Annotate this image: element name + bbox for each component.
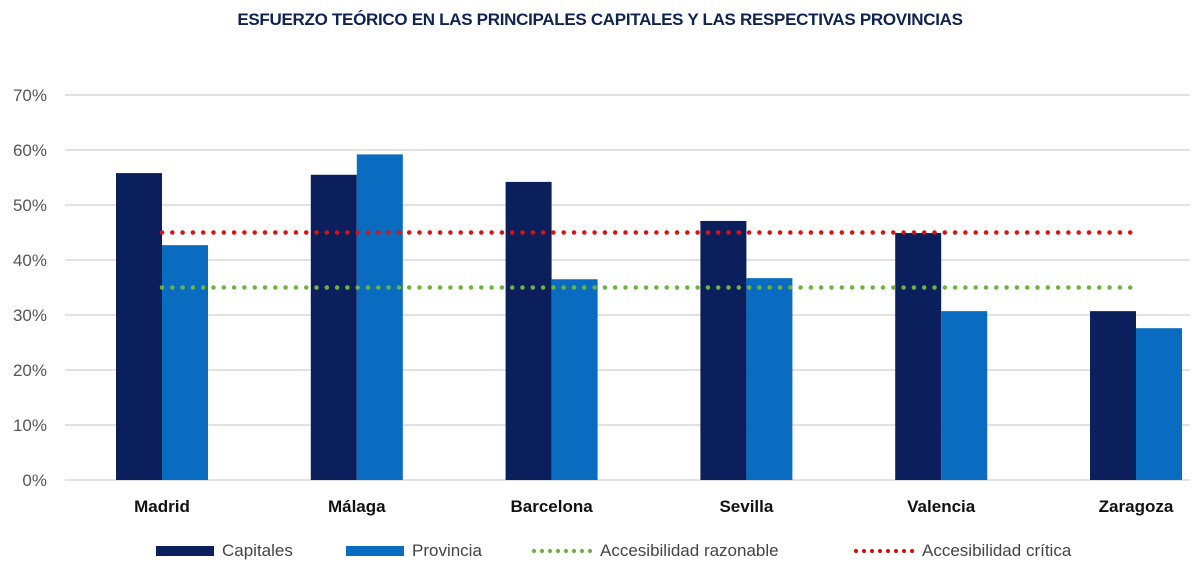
y-tick-label: 60% xyxy=(13,141,47,160)
bar-provincia xyxy=(551,279,598,480)
legend-label: Accesibilidad crítica xyxy=(922,541,1072,560)
chart-title: ESFUERZO TEÓRICO EN LAS PRINCIPALES CAPI… xyxy=(237,10,963,29)
bar-provincia xyxy=(356,154,403,480)
x-tick-label: Barcelona xyxy=(510,497,593,516)
legend-dots xyxy=(530,549,592,553)
legend-swatch xyxy=(346,546,404,556)
x-tick-label: Valencia xyxy=(907,497,976,516)
bar-provincia xyxy=(1136,328,1182,480)
bar-provincia xyxy=(746,278,793,480)
bar-capitales xyxy=(505,181,552,480)
x-tick-label: Málaga xyxy=(328,497,386,516)
legend-item-critica: Accesibilidad crítica xyxy=(852,541,1071,561)
legend-item-razonable: Accesibilidad razonable xyxy=(530,541,779,561)
legend-dots xyxy=(852,549,914,553)
x-tick-label: Zaragoza xyxy=(1099,497,1174,516)
bar-capitales xyxy=(895,233,942,480)
legend-swatch xyxy=(156,546,214,556)
bar-provincia xyxy=(941,311,988,480)
y-tick-label: 20% xyxy=(13,361,47,380)
y-tick-label: 50% xyxy=(13,196,47,215)
y-tick-label: 0% xyxy=(22,471,47,490)
legend-label: Provincia xyxy=(412,541,482,560)
x-tick-label: Sevilla xyxy=(719,497,773,516)
bar-capitales xyxy=(700,220,747,480)
bar-provincia xyxy=(162,245,208,480)
legend-item-capitales: Capitales xyxy=(156,541,293,561)
legend-label: Accesibilidad razonable xyxy=(600,541,779,560)
x-tick-label: Madrid xyxy=(134,497,190,516)
y-tick-label: 30% xyxy=(13,306,47,325)
legend-item-provincia: Provincia xyxy=(346,541,482,561)
bar-capitales xyxy=(116,173,162,480)
bar-capitales xyxy=(310,174,357,480)
legend-label: Capitales xyxy=(222,541,293,560)
y-tick-label: 10% xyxy=(13,416,47,435)
bar-capitales xyxy=(1090,311,1136,480)
y-tick-label: 70% xyxy=(13,86,47,105)
y-tick-label: 40% xyxy=(13,251,47,270)
